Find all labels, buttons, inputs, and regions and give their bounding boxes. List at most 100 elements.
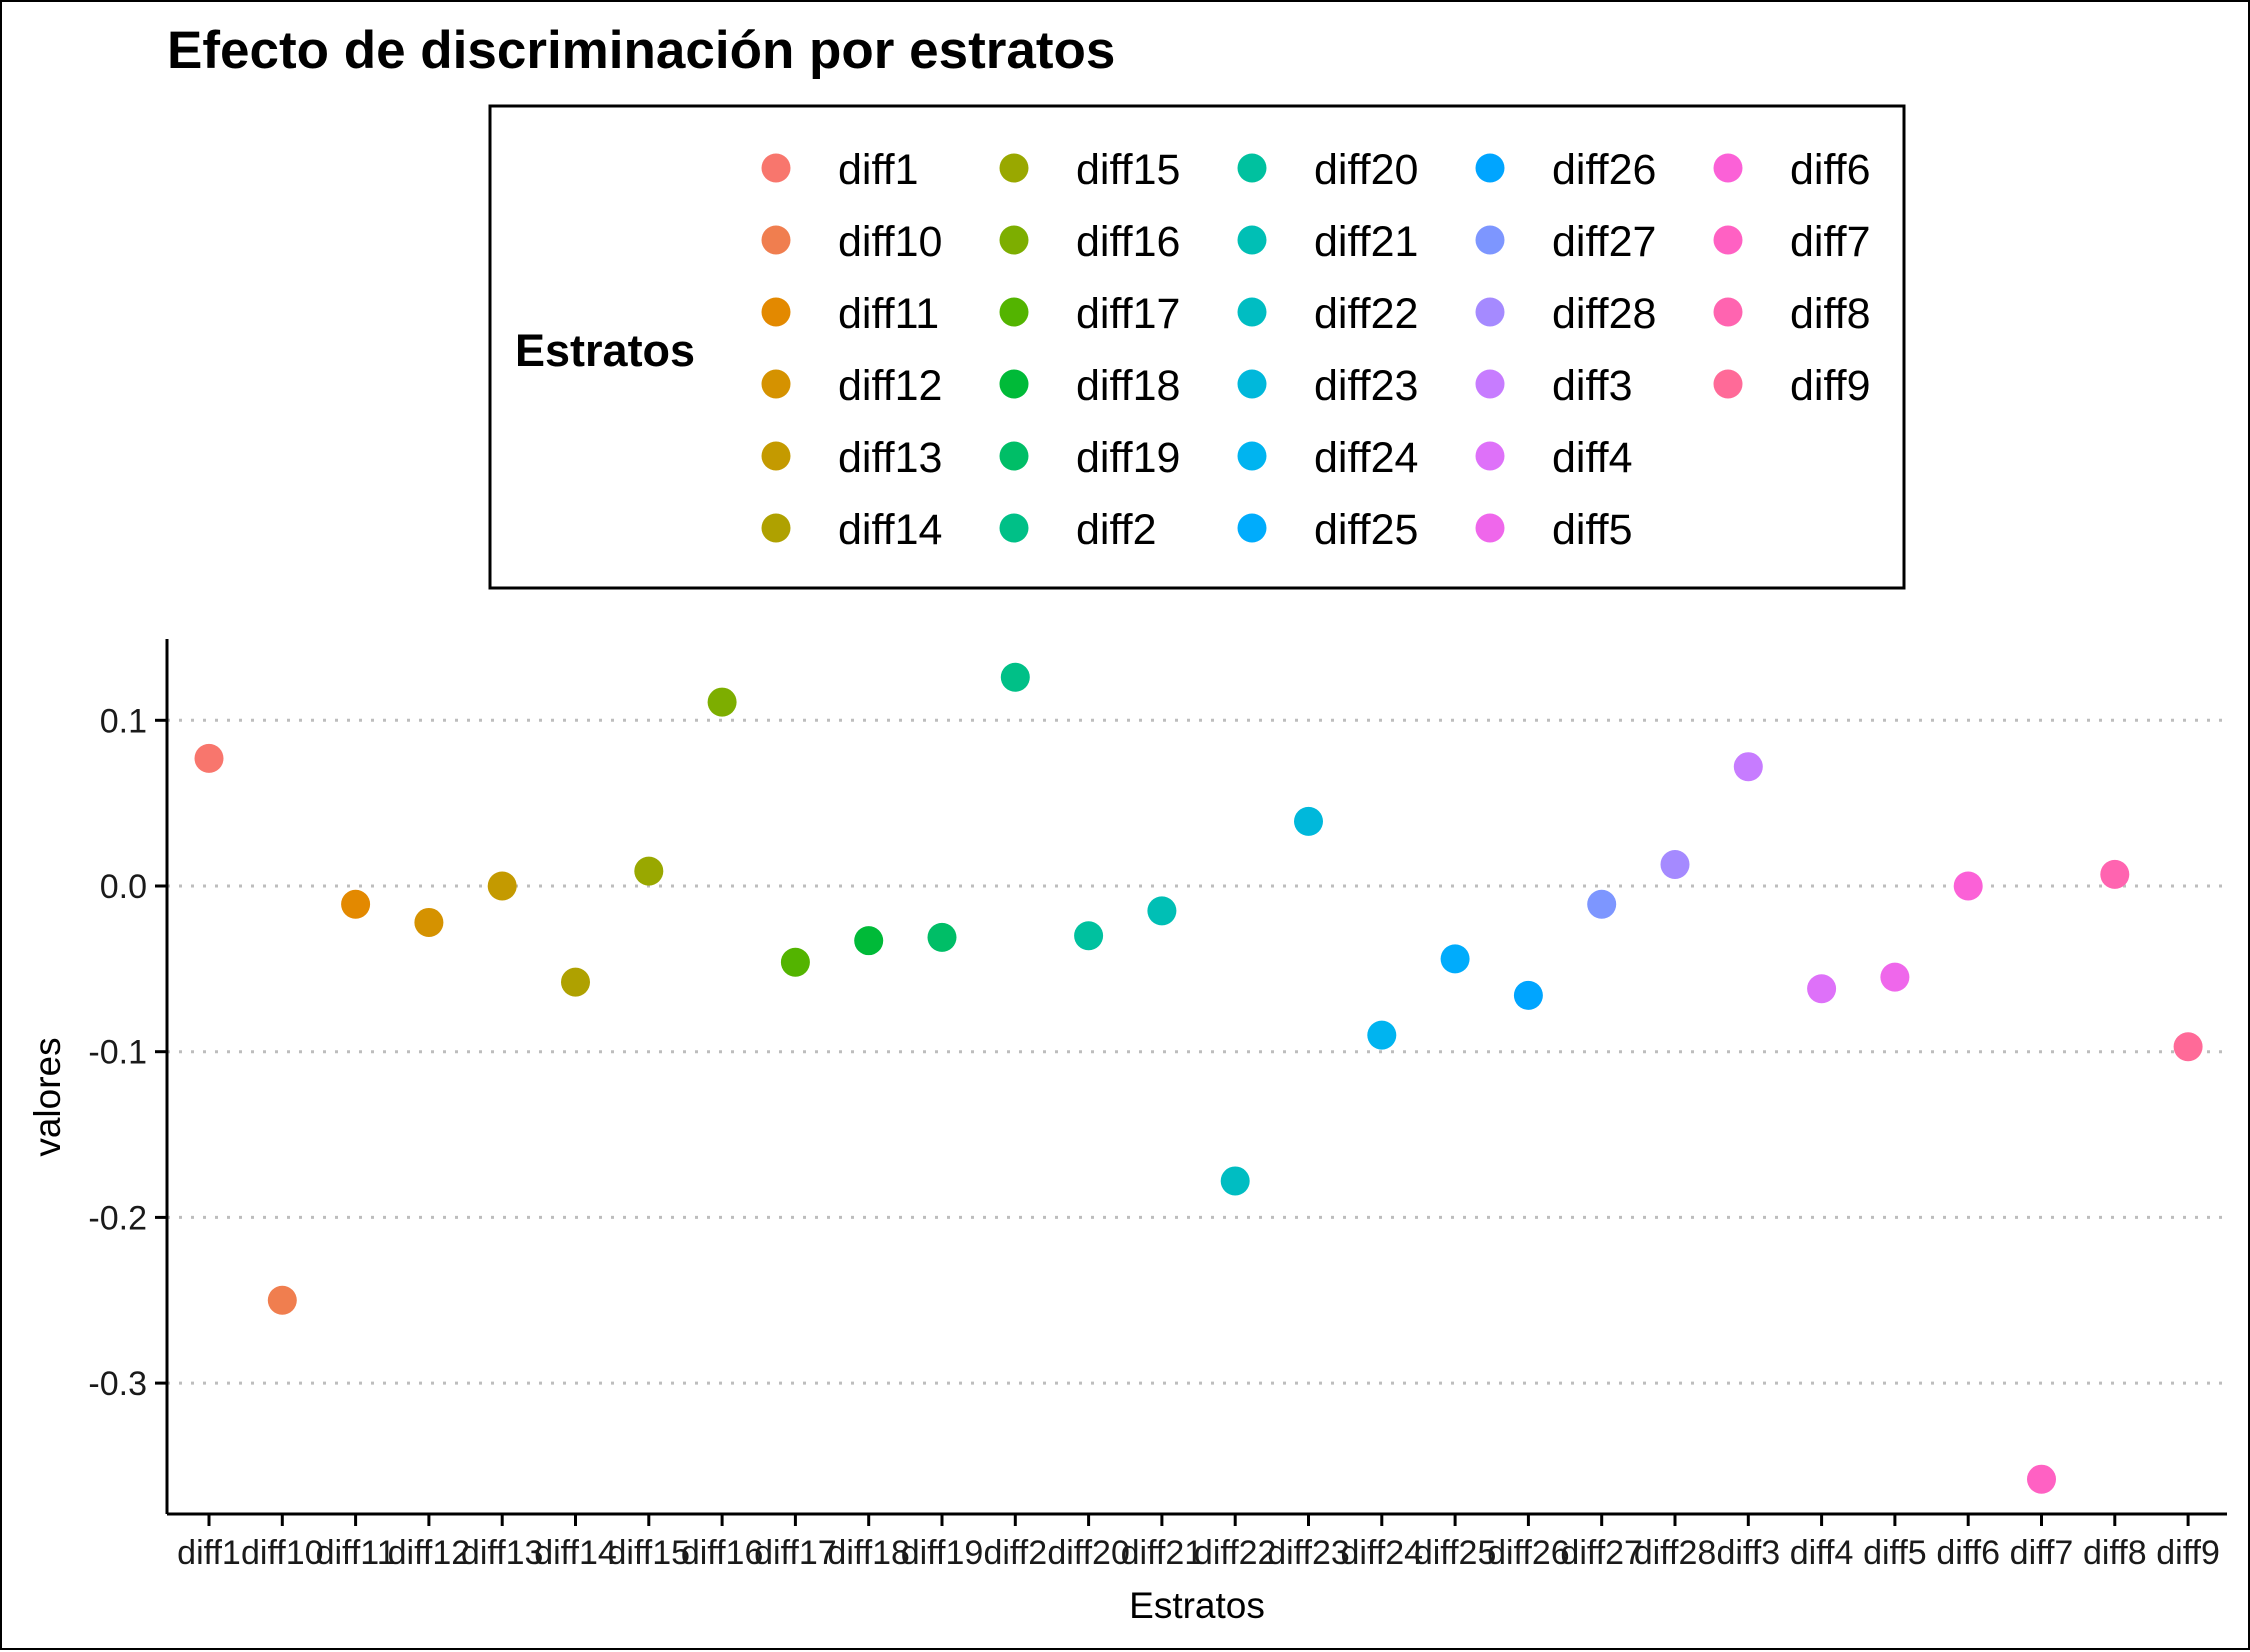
x-tick-label: diff20 <box>1047 1534 1130 1572</box>
legend-label: diff13 <box>838 434 942 482</box>
x-tick-label: diff8 <box>2083 1534 2147 1572</box>
legend-label: diff2 <box>1076 506 1157 554</box>
legend-label: diff4 <box>1552 434 1633 482</box>
data-point <box>1367 1020 1397 1050</box>
data-point <box>1440 944 1470 974</box>
x-tick-label: diff23 <box>1267 1534 1350 1572</box>
legend-label: diff20 <box>1314 146 1418 194</box>
data-point <box>1660 849 1690 879</box>
x-tick-label: diff18 <box>827 1534 910 1572</box>
x-tick-label: diff19 <box>901 1534 984 1572</box>
legend-label: diff1 <box>838 146 919 194</box>
legend-key <box>999 297 1029 327</box>
x-tick-label: diff4 <box>1790 1534 1854 1572</box>
legend-label: diff19 <box>1076 434 1180 482</box>
plot-area: 0.10.0-0.1-0.2-0.3 diff1 diff10diff11diff… <box>88 639 2227 1572</box>
x-tick-label: diff15 <box>608 1534 691 1572</box>
legend-key <box>1475 153 1505 183</box>
x-tick-label: diff12 <box>388 1534 471 1572</box>
data-point <box>414 907 444 937</box>
legend-label: diff9 <box>1790 362 1871 410</box>
y-tick-label: -0.2 <box>88 1199 147 1237</box>
data-point <box>2027 1464 2056 1494</box>
x-tick-label: diff11 <box>316 1534 396 1572</box>
legend-key <box>999 513 1029 543</box>
legend-key <box>999 153 1029 183</box>
data-point <box>927 922 957 952</box>
data-points <box>194 662 2203 1494</box>
x-tick-label: diff14 <box>534 1534 617 1572</box>
data-point <box>487 871 517 901</box>
data-point <box>1807 974 1837 1004</box>
x-tick-label: diff22 <box>1194 1534 1277 1572</box>
legend-label: diff6 <box>1790 146 1871 194</box>
y-tick-label: 0.0 <box>100 868 147 906</box>
legend-label: diff12 <box>838 362 942 410</box>
y-tick-label: -0.3 <box>88 1365 147 1403</box>
legend-key <box>1237 225 1267 255</box>
y-tick-label: 0.1 <box>100 702 147 740</box>
legend-label: diff15 <box>1076 146 1180 194</box>
data-point <box>1220 1166 1250 1196</box>
legend-label: diff16 <box>1076 218 1180 266</box>
legend-label: diff21 <box>1314 218 1418 266</box>
x-tick-label: diff2 <box>983 1534 1047 1572</box>
legend-key <box>761 513 791 543</box>
legend-key <box>761 297 791 327</box>
legend-key <box>761 225 791 255</box>
legend-key <box>1475 441 1505 471</box>
legend-label: diff18 <box>1076 362 1180 410</box>
data-point <box>634 856 664 886</box>
data-point <box>1294 806 1323 836</box>
legend-key <box>1237 369 1267 399</box>
x-tick-label: diff17 <box>754 1534 837 1572</box>
legend-box <box>488 104 1906 590</box>
data-point <box>1000 662 1030 692</box>
x-tick-label: diff25 <box>1414 1534 1497 1572</box>
x-axis-title: Estratos <box>1129 1585 1265 1626</box>
legend-key <box>1713 369 1743 399</box>
y-axis-title: valores <box>27 1037 68 1156</box>
legend-label: diff7 <box>1790 218 1871 266</box>
data-point <box>780 947 810 977</box>
legend-key <box>1475 297 1505 327</box>
legend-key <box>1713 225 1743 255</box>
legend-label: diff8 <box>1790 290 1871 338</box>
data-point <box>707 687 737 717</box>
x-tick-label: diff28 <box>1634 1534 1717 1572</box>
legend-key <box>1713 297 1743 327</box>
legend-key <box>1475 369 1505 399</box>
x-axis-ticks: diff1 diff10diff11diff12diff13diff14diff1… <box>177 1514 2220 1572</box>
legend-key <box>761 153 791 183</box>
x-tick-label: diff5 <box>1863 1534 1927 1572</box>
legend-key <box>761 441 791 471</box>
x-tick-label: diff9 <box>2156 1534 2220 1572</box>
legend-label: diff3 <box>1552 362 1633 410</box>
legend-key <box>1237 513 1267 543</box>
x-tick-label: diff16 <box>681 1534 764 1572</box>
data-point <box>1880 962 1910 992</box>
data-point <box>561 967 590 997</box>
x-tick-label: diff27 <box>1560 1534 1643 1572</box>
legend-label: diff24 <box>1314 434 1418 482</box>
legend-label: diff10 <box>838 218 942 266</box>
gridlines <box>167 718 2227 1385</box>
legend-key <box>1237 441 1267 471</box>
legend-key <box>1237 153 1267 183</box>
legend-title: Estratos <box>515 325 695 376</box>
chart-title: Efecto de discriminación por estratos <box>167 21 1115 80</box>
legend-label: diff17 <box>1076 290 1180 338</box>
x-tick-label: diff7 <box>2010 1534 2074 1572</box>
legend: Estratos diff1diff10diff11diff12diff13di… <box>488 104 1906 590</box>
data-point <box>1074 921 1104 951</box>
data-point <box>1733 752 1763 782</box>
legend-items: diff1 diff10 diff11 diff12 diff13 diff14 diff1… <box>761 146 1871 554</box>
data-point <box>854 926 884 956</box>
data-point <box>267 1285 297 1315</box>
y-axis-ticks: 0.1 0.0 -0.1 -0.2 -0.3 <box>88 702 167 1403</box>
legend-key <box>999 369 1029 399</box>
data-point <box>2100 859 2130 889</box>
data-point <box>2173 1032 2203 1062</box>
